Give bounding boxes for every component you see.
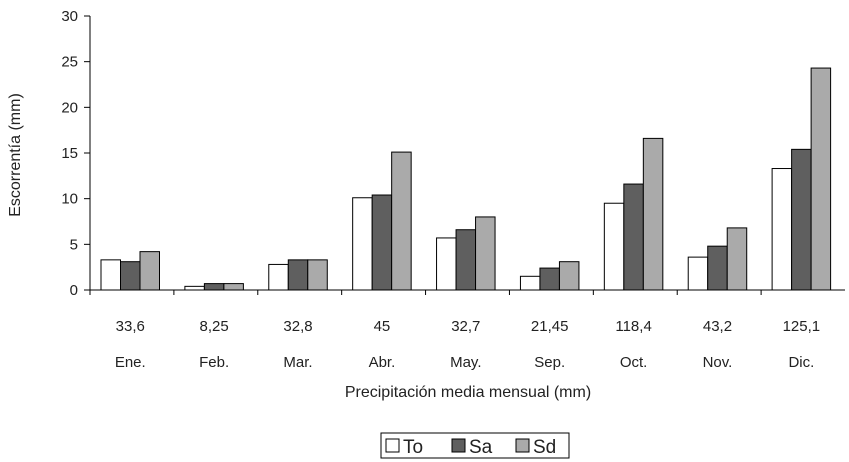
- month-label: Oct.: [620, 354, 648, 371]
- bar-sa-8: [791, 148, 812, 291]
- precipitation-label: 8,25: [200, 318, 229, 335]
- precipitation-label: 32,7: [451, 318, 480, 335]
- bar-to-7: [687, 256, 709, 291]
- bar-sa-3: [371, 194, 393, 291]
- bar-sd-6: [642, 137, 664, 291]
- month-label: Sep.: [534, 354, 565, 371]
- bar-sd-0: [139, 251, 160, 291]
- y-tick-label: 0: [70, 282, 78, 299]
- y-tick-label: 25: [61, 54, 78, 71]
- bar-to-8: [771, 168, 793, 291]
- legend-label-sa: Sa: [469, 437, 493, 458]
- y-tick-label: 5: [70, 236, 78, 253]
- legend-swatch-sd: [515, 438, 530, 453]
- legend-box: [380, 432, 570, 459]
- bar-sd-5: [558, 261, 580, 291]
- x-labels: 33,6 Ene. 8,25 Feb. 32,8 Mar. 45 Abr. 32,7 May. 21…: [89, 290, 821, 371]
- bar-sa-4: [455, 229, 477, 291]
- y-tick-label: 10: [61, 191, 78, 208]
- legend-swatch-to: [385, 438, 400, 453]
- month-label: Feb.: [199, 354, 229, 371]
- y-axis-title: Escorrentía (mm): [7, 93, 24, 217]
- bar-sa-0: [120, 261, 141, 291]
- bar-to-0: [100, 259, 121, 291]
- y-tick-label: 30: [61, 8, 78, 25]
- bar-sd-2: [307, 259, 328, 291]
- bar-sa-6: [623, 183, 644, 291]
- legend-label-to: To: [403, 437, 423, 458]
- legend-swatch-sa: [451, 438, 466, 453]
- precipitation-label: 43,2: [703, 318, 732, 335]
- bar-sa-2: [287, 259, 309, 291]
- y-ticks: 0 5 10 15 20 25 30: [61, 8, 90, 299]
- bar-sd-1: [223, 283, 244, 291]
- bar-to-5: [519, 275, 541, 291]
- precipitation-label: 118,4: [615, 318, 651, 335]
- legend: To Sa Sd: [380, 432, 570, 459]
- bars-layer: [100, 67, 832, 291]
- bar-sd-3: [391, 151, 412, 291]
- bar-sd-4: [475, 216, 496, 291]
- bar-to-3: [352, 197, 373, 291]
- y-tick-label: 20: [61, 99, 78, 116]
- bar-to-1: [184, 285, 205, 291]
- bar-sd-8: [810, 67, 832, 291]
- y-tick-label: 15: [61, 145, 78, 162]
- month-label: Ene.: [115, 354, 146, 371]
- legend-label-sd: Sd: [533, 437, 556, 458]
- precipitation-label: 33,6: [116, 318, 145, 335]
- bar-to-6: [603, 202, 625, 291]
- bar-sa-5: [539, 267, 560, 291]
- month-label: Dic.: [788, 354, 814, 371]
- precipitation-label: 45: [374, 318, 391, 335]
- month-label: Mar.: [283, 354, 312, 371]
- bar-to-4: [436, 237, 457, 291]
- month-label: Abr.: [369, 354, 396, 371]
- precipitation-label: 125,1: [783, 318, 821, 335]
- x-axis-title: Precipitación media mensual (mm): [345, 384, 591, 401]
- bar-sd-7: [726, 227, 748, 291]
- bar-sa-1: [203, 283, 225, 291]
- precipitation-label: 21,45: [531, 318, 569, 335]
- month-label: Nov.: [703, 354, 733, 371]
- bar-sa-7: [707, 245, 728, 291]
- precipitation-label: 32,8: [283, 318, 312, 335]
- bar-to-2: [268, 263, 289, 291]
- month-label: May.: [450, 354, 481, 371]
